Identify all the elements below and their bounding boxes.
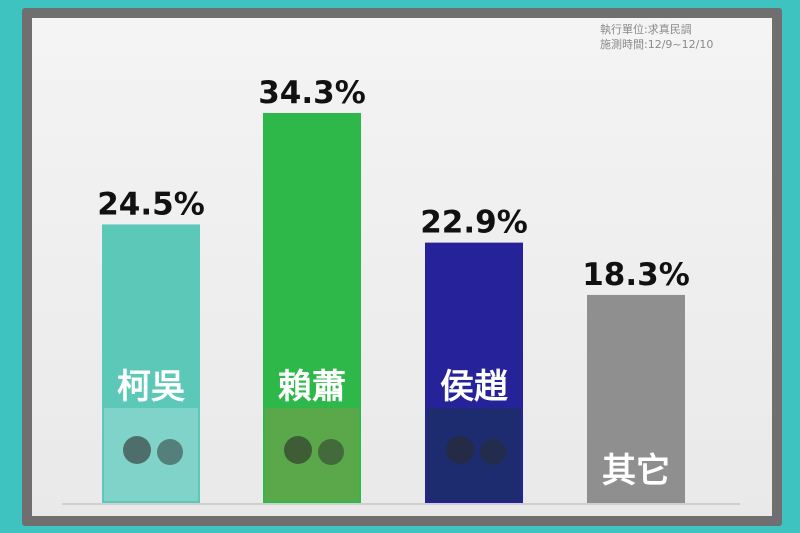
candidate-figure bbox=[318, 439, 344, 465]
category-label-1: 柯吳 bbox=[117, 367, 186, 407]
value-label-1: 24.5% bbox=[97, 186, 205, 222]
candidate-photo-3 bbox=[427, 408, 521, 501]
candidate-figure bbox=[446, 436, 474, 464]
candidate-photo-2 bbox=[265, 408, 359, 501]
value-label-2: 34.3% bbox=[258, 75, 366, 111]
candidate-photo-1 bbox=[104, 408, 198, 501]
value-label-3: 22.9% bbox=[420, 205, 528, 241]
poll-source: 執行單位:求真民調 施測時間:12/9~12/10 bbox=[600, 22, 713, 52]
source-line-1: 執行單位:求真民調 bbox=[600, 23, 692, 36]
source-line-2: 施測時間:12/9~12/10 bbox=[600, 38, 714, 51]
category-label-2: 賴蕭 bbox=[278, 367, 346, 407]
category-label-4: 其它 bbox=[602, 451, 670, 491]
candidate-figure bbox=[157, 439, 183, 465]
candidate-figure bbox=[480, 439, 506, 465]
candidate-figure bbox=[284, 436, 312, 464]
value-label-4: 18.3% bbox=[582, 257, 690, 293]
category-label-3: 侯趙 bbox=[440, 367, 508, 407]
bar-4 bbox=[587, 294, 685, 503]
candidate-figure bbox=[123, 436, 151, 464]
